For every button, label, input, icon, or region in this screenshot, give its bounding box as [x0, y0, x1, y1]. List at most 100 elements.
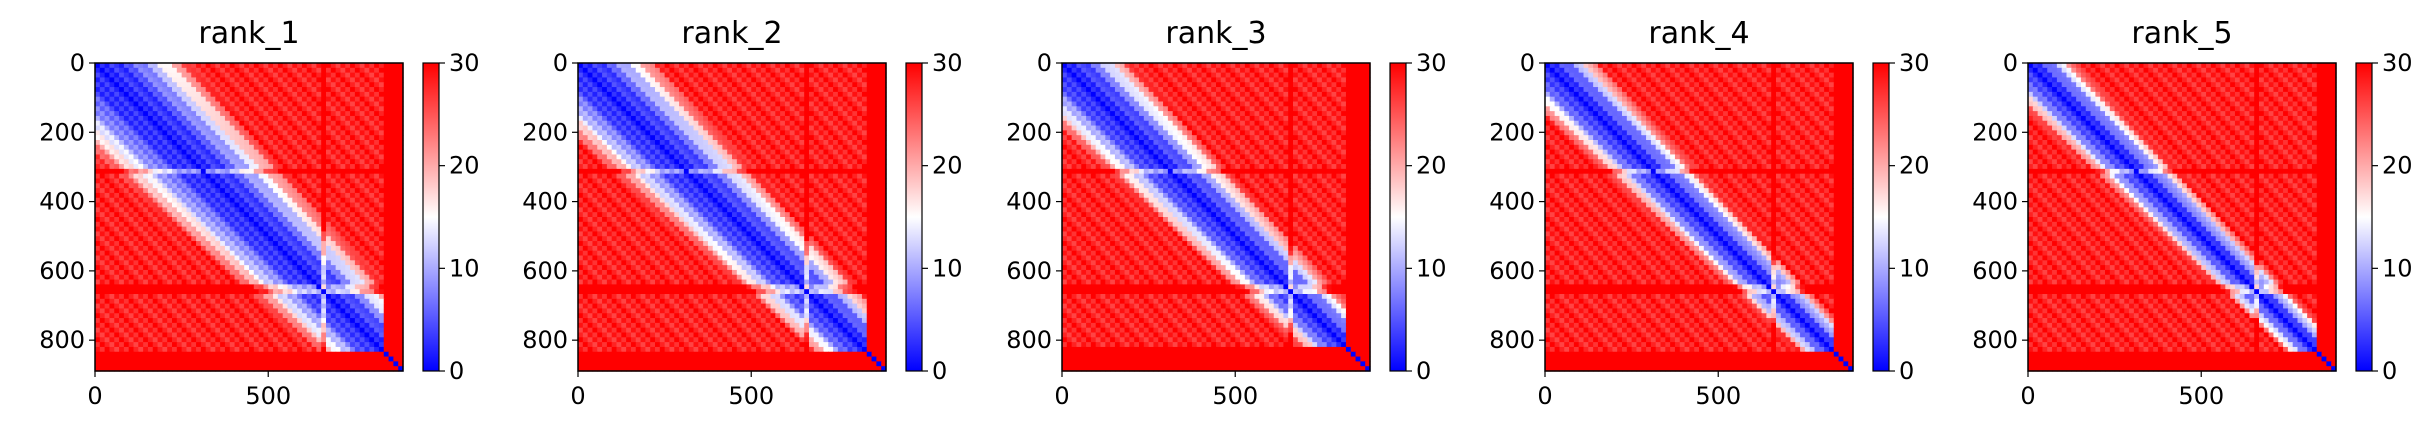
heatmap-cell — [326, 164, 332, 170]
heatmap-cell — [244, 183, 250, 189]
heatmap-cell — [263, 120, 269, 127]
heatmap-cell — [316, 202, 322, 208]
heatmap-cell — [191, 67, 197, 74]
heatmap-cell — [258, 140, 265, 146]
heatmap-cell — [611, 72, 618, 79]
heatmap-cell — [220, 77, 226, 83]
heatmap-cell — [784, 106, 791, 112]
heatmap-cell — [109, 327, 115, 334]
heatmap-cell — [167, 250, 173, 257]
heatmap-cell — [335, 168, 342, 175]
heatmap-cell — [224, 178, 231, 184]
heatmap-cell — [746, 96, 752, 103]
heatmap-cell — [258, 202, 265, 208]
heatmap-cell — [205, 63, 212, 69]
heatmap-cell — [388, 308, 394, 314]
heatmap-cell — [152, 135, 159, 141]
heatmap-cell — [378, 135, 385, 141]
heatmap-cell — [263, 164, 269, 170]
heatmap-cell — [253, 101, 260, 107]
heatmap-cell — [191, 135, 197, 141]
heatmap-cell — [780, 101, 786, 107]
heatmap-cell — [292, 298, 298, 305]
heatmap-cell — [263, 140, 269, 146]
heatmap-cell — [871, 82, 877, 88]
heatmap-cell — [340, 159, 346, 165]
heatmap-cell — [799, 106, 805, 112]
heatmap-cell — [378, 96, 385, 103]
heatmap-cell — [350, 332, 356, 338]
heatmap-cell — [388, 67, 394, 74]
heatmap-cell — [364, 111, 370, 117]
heatmap-cell — [224, 318, 231, 324]
heatmap-cell — [306, 159, 313, 165]
heatmap-cell — [866, 67, 873, 74]
heatmap-cell — [215, 279, 221, 285]
heatmap-cell — [732, 67, 738, 74]
heatmap-cell — [114, 361, 120, 367]
heatmap-cell — [244, 202, 250, 208]
heatmap-cell — [866, 91, 873, 98]
heatmap-cell — [152, 77, 159, 83]
heatmap-cell — [258, 91, 265, 98]
heatmap-cell — [119, 72, 125, 79]
heatmap-cell — [330, 149, 337, 156]
heatmap-cell — [354, 289, 361, 295]
heatmap-cell — [258, 130, 265, 136]
heatmap-cell — [176, 140, 183, 146]
heatmap-cell — [95, 183, 101, 189]
heatmap-cell — [316, 356, 322, 362]
heatmap-cell — [119, 318, 125, 324]
heatmap-cell — [297, 231, 303, 237]
heatmap-cell — [301, 144, 308, 151]
heatmap-cell — [104, 96, 111, 103]
heatmap-cell — [215, 149, 221, 156]
heatmap-cell — [181, 77, 188, 83]
heatmap-cell — [220, 313, 226, 319]
heatmap-cell — [321, 135, 327, 141]
heatmap-cell — [378, 274, 385, 281]
heatmap-cell — [393, 144, 399, 151]
heatmap-cell — [809, 67, 815, 74]
heatmap-cell — [326, 159, 332, 165]
heatmap-cell — [616, 96, 622, 103]
heatmap-cell — [784, 77, 791, 83]
heatmap-cell — [244, 298, 250, 305]
heatmap-cell — [133, 72, 139, 79]
heatmap-cell — [220, 245, 226, 252]
heatmap-cell — [128, 342, 135, 348]
heatmap-cell — [789, 101, 796, 107]
heatmap-cell — [804, 115, 810, 122]
heatmap-cell — [804, 120, 810, 127]
heatmap-cell — [143, 72, 149, 79]
heatmap-cell — [162, 115, 168, 122]
heatmap-cell — [871, 111, 877, 117]
heatmap-cell — [99, 149, 106, 156]
heatmap-cell — [780, 91, 786, 98]
heatmap-cell — [393, 241, 399, 247]
heatmap-cell — [282, 72, 289, 79]
heatmap-cell — [200, 284, 207, 290]
heatmap-cell — [224, 289, 231, 295]
heatmap-cell — [378, 351, 385, 358]
heatmap-cell — [364, 82, 370, 88]
heatmap-cell — [157, 87, 163, 93]
heatmap-cell — [881, 101, 887, 107]
heatmap-cell — [191, 63, 197, 69]
heatmap-cell — [770, 106, 776, 112]
heatmap-cell — [258, 327, 265, 334]
heatmap-cell — [374, 197, 380, 204]
heatmap-cell — [345, 144, 351, 151]
heatmap-cell — [152, 125, 159, 131]
heatmap-cell — [143, 91, 149, 98]
heatmap-cell — [191, 284, 197, 290]
heatmap-cell — [340, 226, 346, 233]
heatmap-cell — [388, 101, 394, 107]
heatmap-cell — [282, 313, 289, 319]
heatmap-cell — [664, 120, 671, 127]
heatmap-cell — [330, 294, 337, 300]
heatmap-cell — [630, 72, 637, 79]
heatmap-cell — [210, 168, 216, 175]
heatmap-cell — [157, 313, 163, 319]
heatmap-cell — [138, 346, 144, 353]
